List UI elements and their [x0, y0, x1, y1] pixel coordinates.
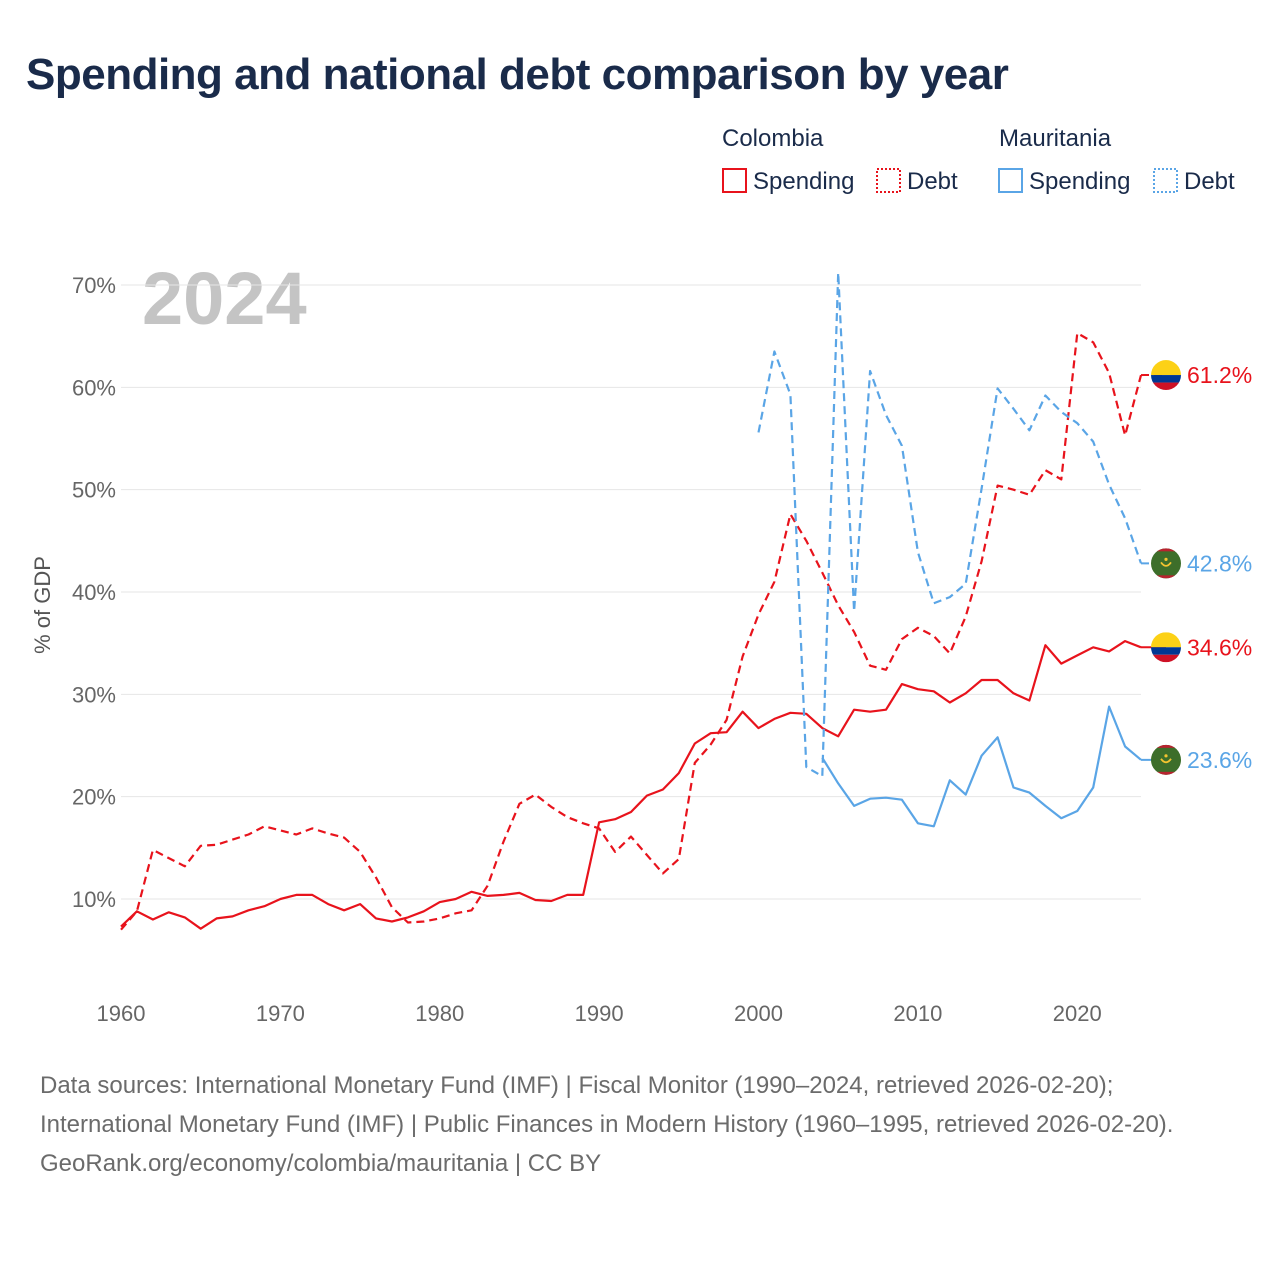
x-tick-label: 2010	[893, 1001, 942, 1026]
series-line-colombia-spending[interactable]	[120, 639, 1142, 930]
legend: Colombia Spending Debt Mauritania Spendi…	[722, 125, 1235, 195]
legend-swatch-mauritania-spending[interactable]	[998, 168, 1023, 193]
credit-link[interactable]: GeoRank.org/economy/colombia/mauritania …	[40, 1150, 602, 1177]
flag-icon-colombia-spending	[1151, 632, 1181, 663]
flag-icon-colombia-debt	[1151, 360, 1181, 391]
x-tick-label: 1960	[97, 1001, 146, 1026]
marker-layer: 61.2% 34.6% 42.8% 23.6%	[1151, 360, 1252, 775]
y-tick-label: 10%	[72, 887, 116, 912]
y-tick-label: 30%	[72, 682, 116, 707]
legend-swatch-mauritania-debt[interactable]	[1153, 168, 1178, 193]
legend-swatch-colombia-debt[interactable]	[876, 168, 901, 193]
y-tick-label: 60%	[72, 375, 116, 400]
series-line-colombia-debt[interactable]	[120, 332, 1143, 931]
year-watermark: 2024	[142, 257, 307, 340]
legend-label-colombia-debt: Debt	[907, 168, 958, 195]
flag-icon-mauritania-debt	[1151, 548, 1181, 579]
y-tick-label: 20%	[72, 785, 116, 810]
chart-svg: Colombia Spending Debt Mauritania Spendi…	[30, 125, 1252, 1026]
series-layer	[120, 271, 1166, 931]
series-line-mauritania-debt[interactable]	[757, 271, 1143, 778]
legend-label-mauritania-debt: Debt	[1184, 168, 1235, 195]
x-tick-label: 2000	[734, 1001, 783, 1026]
flag-icon-mauritania-spending	[1151, 744, 1181, 775]
end-value-label-mauritania-spending: 23.6%	[1187, 747, 1252, 773]
y-tick-label: 40%	[72, 580, 116, 605]
grid-layer	[121, 284, 1141, 900]
legend-label-colombia-spending: Spending	[753, 168, 854, 195]
legend-country-colombia: Colombia	[722, 125, 824, 152]
legend-swatch-colombia-spending[interactable]	[722, 168, 747, 193]
x-tick-label: 1980	[415, 1001, 464, 1026]
y-axis-title: % of GDP	[30, 556, 55, 654]
x-tick-label: 1990	[575, 1001, 624, 1026]
end-value-label-colombia-spending: 34.6%	[1187, 634, 1252, 660]
legend-label-mauritania-spending: Spending	[1029, 168, 1130, 195]
legend-group-colombia: Colombia Spending Debt	[722, 125, 958, 195]
end-value-label-colombia-debt: 61.2%	[1187, 362, 1252, 388]
y-tick-label: 50%	[72, 478, 116, 503]
data-sources: Data sources: International Monetary Fun…	[40, 1072, 1174, 1138]
y-tick-label: 70%	[72, 273, 116, 298]
footer: Data sources: International Monetary Fun…	[40, 1066, 1240, 1183]
chart-title: Spending and national debt comparison by…	[26, 50, 1009, 99]
end-value-label-mauritania-debt: 42.8%	[1187, 550, 1252, 576]
series-line-mauritania-spending[interactable]	[821, 705, 1142, 828]
legend-country-mauritania: Mauritania	[999, 125, 1112, 152]
tick-layer: 10% 20% 30% 40% 50% 60% 70% 1960 1970 1980 1990 200…	[72, 273, 1102, 1026]
x-tick-label: 2020	[1053, 1001, 1102, 1026]
x-tick-label: 1970	[256, 1001, 305, 1026]
legend-group-mauritania: Mauritania Spending Debt	[998, 125, 1235, 195]
